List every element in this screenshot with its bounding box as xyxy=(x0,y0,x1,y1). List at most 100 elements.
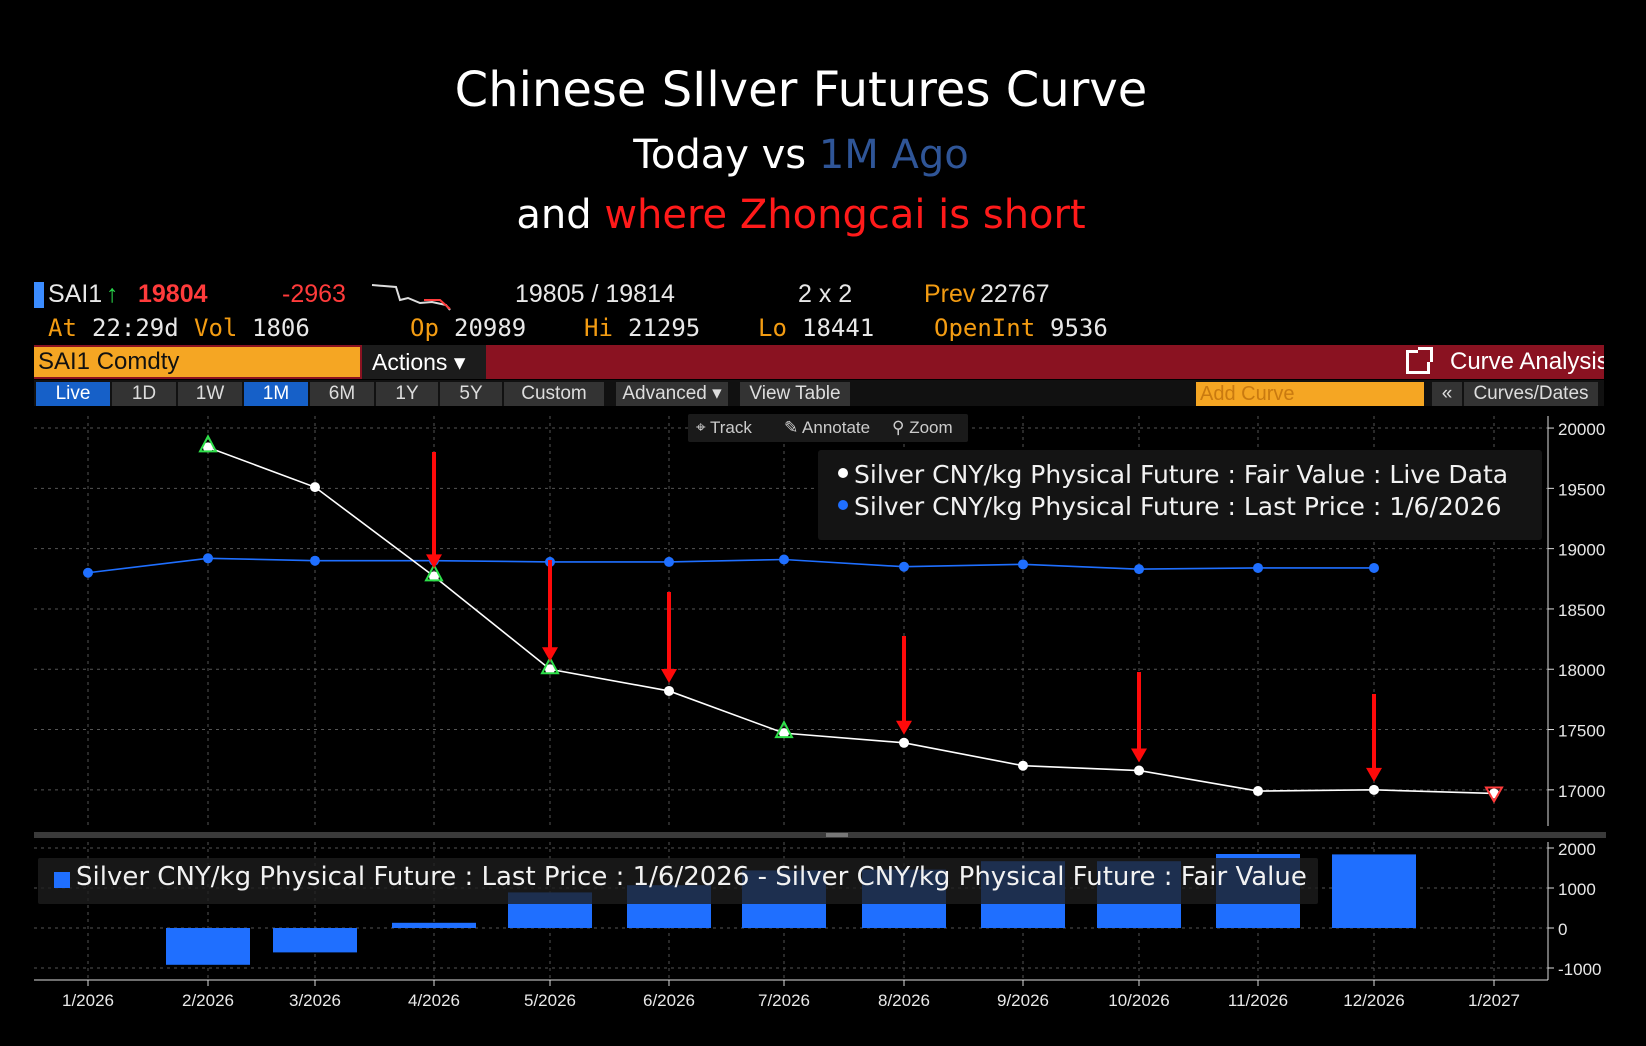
fair-value-point xyxy=(429,571,439,582)
short-arrow-icon xyxy=(1366,767,1382,782)
spread-square-icon xyxy=(54,872,70,888)
xtick-label: 8/2026 xyxy=(878,991,930,1010)
legend-last-label: Silver CNY/kg Physical Future : Last Pri… xyxy=(854,492,1502,521)
xtick-label: 9/2026 xyxy=(997,991,1049,1010)
subtitle-today-vs-1m: Today vs 1M Ago xyxy=(0,132,1602,178)
down-triangle-icon xyxy=(1484,786,1504,804)
xtick-label: 11/2026 xyxy=(1228,991,1288,1010)
ytick-label-lower: 0 xyxy=(1558,920,1567,939)
last-price-point xyxy=(1369,562,1379,573)
at-label: At xyxy=(48,314,77,342)
period-custom[interactable]: Custom xyxy=(504,382,604,406)
quote-low: 18441 xyxy=(802,314,875,342)
actions-button[interactable]: Actions ▾ xyxy=(362,345,486,379)
curve-legend: Silver CNY/kg Physical Future : Fair Val… xyxy=(818,450,1542,540)
quote-ticker[interactable]: SAI1 xyxy=(48,280,103,308)
ytick-label-upper: 18000 xyxy=(1558,661,1605,680)
period-1y[interactable]: 1Y xyxy=(376,382,438,406)
traded-triangle-icon xyxy=(540,656,560,675)
subtitle-and: and xyxy=(516,192,605,238)
last-price-point xyxy=(1253,562,1263,573)
period-1m[interactable]: 1M xyxy=(244,382,308,406)
period-live[interactable]: Live xyxy=(36,382,110,406)
ytick-label-lower: 2000 xyxy=(1558,840,1596,859)
period-1w[interactable]: 1W xyxy=(178,382,242,406)
legend-item-last[interactable]: Silver CNY/kg Physical Future : Last Pri… xyxy=(838,492,1502,521)
period-1d[interactable]: 1D xyxy=(112,382,176,406)
last-price-point xyxy=(1134,564,1144,575)
ticker-flag xyxy=(34,282,44,308)
xtick-label: 5/2026 xyxy=(524,991,576,1010)
live-dot-icon xyxy=(838,468,848,478)
subtitle-zhongcai-short: where Zhongcai is short xyxy=(604,192,1086,238)
curve-analysis-title: Curve Analysis xyxy=(1450,348,1604,375)
advanced-dropdown[interactable]: Advanced ▾ xyxy=(616,382,728,406)
track-tool[interactable]: ⌖ Track xyxy=(696,416,752,440)
xtick-label: 7/2026 xyxy=(758,991,810,1010)
page-title: Chinese SIlver Futures Curve xyxy=(454,62,1148,118)
traded-triangle-icon xyxy=(424,563,444,582)
add-curve-input[interactable] xyxy=(1200,383,1424,406)
pencil-icon: ✎ xyxy=(784,418,803,437)
add-curve-field[interactable] xyxy=(1196,382,1424,406)
quote-open: 20989 xyxy=(454,314,527,342)
subtitle-1m-ago: 1M Ago xyxy=(818,132,969,178)
curves-dates-button[interactable]: Curves/Dates xyxy=(1464,382,1598,406)
annotate-tool[interactable]: ✎ Annotate xyxy=(784,416,870,440)
op-label: Op xyxy=(410,314,439,342)
quote-volume: 1806 xyxy=(252,314,310,342)
quote-change: -2963 xyxy=(282,280,346,308)
ytick-label-upper: 17500 xyxy=(1558,722,1605,741)
fair-value-point xyxy=(545,664,555,675)
ytick-label-upper: 18500 xyxy=(1558,601,1605,620)
short-arrow-icon xyxy=(896,720,912,735)
short-arrow-icon xyxy=(1131,748,1147,763)
quote-bid-ask: 19805 / 19814 xyxy=(515,280,675,308)
xtick-label: 4/2026 xyxy=(408,991,460,1010)
up-arrow-icon: ↑ xyxy=(106,280,119,308)
spread-bar xyxy=(392,922,476,928)
lo-label: Lo xyxy=(758,314,787,342)
chart-tools xyxy=(688,414,968,442)
spread-bar xyxy=(273,928,357,953)
period-5y[interactable]: 5Y xyxy=(440,382,502,406)
fair-value-line xyxy=(207,446,1495,795)
security-field[interactable]: SAI1 Comdty xyxy=(34,347,360,377)
fair-value-point xyxy=(664,685,674,696)
xtick-label: 3/2026 xyxy=(289,991,341,1010)
ytick-label-upper: 20000 xyxy=(1558,420,1605,439)
track-label: Track xyxy=(710,418,752,437)
last-price-point xyxy=(1018,559,1028,570)
short-arrow-icon xyxy=(542,647,558,662)
crosshair-icon: ⌖ xyxy=(696,418,710,437)
zoom-tool[interactable]: ⚲ Zoom xyxy=(892,416,953,440)
vol-label: Vol xyxy=(194,314,238,342)
spread-bar xyxy=(166,928,250,965)
quote-openint: 9536 xyxy=(1050,314,1108,342)
openint-label: OpenInt xyxy=(934,314,1036,342)
fair-value-point xyxy=(310,482,320,493)
xtick-label: 10/2026 xyxy=(1108,991,1169,1010)
ytick-label-lower: 1000 xyxy=(1558,880,1596,899)
fair-value-point xyxy=(1018,760,1028,771)
last-dot-icon xyxy=(838,500,848,510)
view-table-button[interactable]: View Table xyxy=(740,382,850,406)
period-6m[interactable]: 6M xyxy=(310,382,374,406)
legend-item-live[interactable]: Silver CNY/kg Physical Future : Fair Val… xyxy=(838,460,1508,489)
quote-last: 19804 xyxy=(138,280,208,308)
collapse-button[interactable]: « xyxy=(1432,382,1462,406)
last-price-point xyxy=(83,567,93,578)
last-price-line xyxy=(87,557,1374,574)
ytick-label-upper: 19500 xyxy=(1558,480,1605,499)
magnifier-icon: ⚲ xyxy=(892,418,910,437)
fair-value-point xyxy=(1253,786,1263,797)
last-price-point xyxy=(899,561,909,572)
xtick-label: 2/2026 xyxy=(182,991,234,1010)
ytick-label-upper: 17000 xyxy=(1558,782,1605,801)
fair-value-point xyxy=(1369,784,1379,795)
splitter-handle-icon xyxy=(826,833,848,837)
quote-high: 21295 xyxy=(628,314,701,342)
last-price-point xyxy=(203,553,213,564)
xtick-label: 12/2026 xyxy=(1343,991,1404,1010)
external-link-icon[interactable] xyxy=(1406,347,1433,374)
